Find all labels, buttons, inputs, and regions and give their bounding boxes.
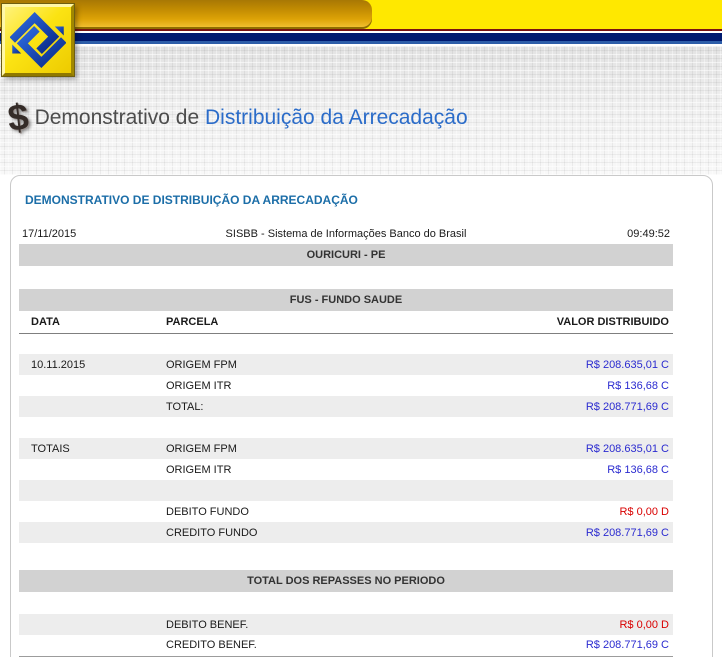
- cell-data: [19, 501, 164, 522]
- page-title-prefix: Demonstrativo de: [34, 106, 205, 129]
- spacer-row: [19, 333, 673, 354]
- cell-data: [19, 614, 164, 635]
- cell-parcela: DEBITO BENEF.: [166, 618, 249, 631]
- cell-parcela: TOTAL:: [166, 400, 204, 413]
- col-header-valor: VALOR DISTRIBUIDO: [503, 311, 673, 334]
- report-title: DEMONSTRATIVO DE DISTRIBUIÇÃO DA ARRECAD…: [25, 193, 358, 207]
- table-row: 10.11.2015 ORIGEM FPM R$ 208.635,01 C: [19, 354, 673, 375]
- report-box: DEMONSTRATIVO DE DISTRIBUIÇÃO DA ARRECAD…: [10, 175, 713, 657]
- page-title: Demonstrativo de Distribuição da Arrecad…: [35, 106, 468, 130]
- cell-data: [19, 459, 164, 480]
- banco-do-brasil-logo[interactable]: [1, 3, 75, 77]
- cell-valor: R$ 136,68 C: [607, 379, 669, 392]
- spacer-row: [19, 480, 673, 501]
- cell-parcela: CREDITO FUNDO: [166, 526, 258, 539]
- spacer: [19, 592, 673, 614]
- repasses-band: TOTAL DOS REPASSES NO PERIODO: [19, 570, 673, 592]
- page-title-highlight: Distribuição da Arrecadação: [205, 106, 468, 129]
- cell-data: 10.11.2015: [31, 358, 86, 371]
- cell-parcela: ORIGEM ITR: [166, 463, 232, 476]
- cell-data: [19, 396, 164, 417]
- banner-maroon-line: [0, 29, 722, 31]
- table-row: DEBITO FUNDO R$ 0,00 D: [19, 501, 673, 522]
- cell-parcela: ORIGEM FPM: [166, 358, 237, 371]
- cell-valor: R$ 208.771,69 C: [585, 526, 669, 539]
- report-time: 09:49:52: [627, 228, 670, 240]
- table-row: TOTAIS ORIGEM FPM R$ 208.635,01 C: [19, 438, 673, 459]
- cell-valor: R$ 0,00 D: [619, 618, 669, 631]
- page-header: $ Demonstrativo de Distribuição da Arrec…: [5, 96, 468, 139]
- municipality-band: OURICURI - PE: [19, 244, 673, 266]
- cell-parcela: ORIGEM ITR: [166, 379, 232, 392]
- dollar-sign-icon: $: [5, 96, 31, 139]
- table-row: ORIGEM ITR R$ 136,68 C: [19, 375, 673, 396]
- report-info-row: 17/11/2015 SISBB - Sistema de Informaçõe…: [19, 228, 673, 241]
- spacer-row: [19, 417, 673, 438]
- table-row: CREDITO FUNDO R$ 208.771,69 C: [19, 522, 673, 543]
- cell-valor: R$ 136,68 C: [607, 463, 669, 476]
- table-row: DEBITO BENEF. R$ 0,00 D: [19, 614, 673, 635]
- cell-valor: R$ 208.771,69 C: [585, 400, 669, 413]
- bb-emblem-icon: [10, 12, 66, 68]
- spacer: [19, 266, 673, 286]
- table-row: CREDITO BENEF. R$ 208.771,69 C: [19, 635, 673, 657]
- cell-data: [19, 522, 164, 543]
- banner-navy-band: [0, 33, 722, 41]
- cell-parcela: CREDITO BENEF.: [164, 635, 503, 657]
- banner-texture-area: [0, 46, 722, 175]
- cell-valor: R$ 0,00 D: [619, 505, 669, 518]
- top-banner: [0, 0, 722, 175]
- cell-data: TOTAIS: [31, 442, 70, 455]
- banner-blue-band: [0, 41, 722, 44]
- spacer: [19, 543, 673, 567]
- cell-valor: R$ 208.635,01 C: [585, 358, 669, 371]
- banner-white-line: [0, 31, 722, 33]
- col-header-data: DATA: [19, 311, 164, 334]
- fund-band: FUS - FUNDO SAUDE: [19, 289, 673, 311]
- table-header-row: DATA PARCELA VALOR DISTRIBUIDO: [19, 311, 673, 334]
- cell-data: [19, 635, 164, 657]
- banner-white-line-2: [0, 44, 722, 46]
- table-row: ORIGEM ITR R$ 136,68 C: [19, 459, 673, 480]
- cell-valor: R$ 208.771,69 C: [503, 635, 673, 657]
- distribution-table: DATA PARCELA VALOR DISTRIBUIDO 10.11.201…: [19, 311, 673, 543]
- beneficiary-table: DEBITO BENEF. R$ 0,00 D CREDITO BENEF. R…: [19, 614, 673, 657]
- cell-parcela: DEBITO FUNDO: [166, 505, 249, 518]
- cell-parcela: ORIGEM FPM: [166, 442, 237, 455]
- col-header-parcela: PARCELA: [164, 311, 503, 334]
- cell-data: [19, 375, 164, 396]
- report-date: 17/11/2015: [22, 228, 77, 240]
- system-name: SISBB - Sistema de Informações Banco do …: [225, 228, 467, 240]
- banner-yellow-strip: [0, 0, 722, 29]
- table-row: TOTAL: R$ 208.771,69 C: [19, 396, 673, 417]
- cell-valor: R$ 208.635,01 C: [585, 442, 669, 455]
